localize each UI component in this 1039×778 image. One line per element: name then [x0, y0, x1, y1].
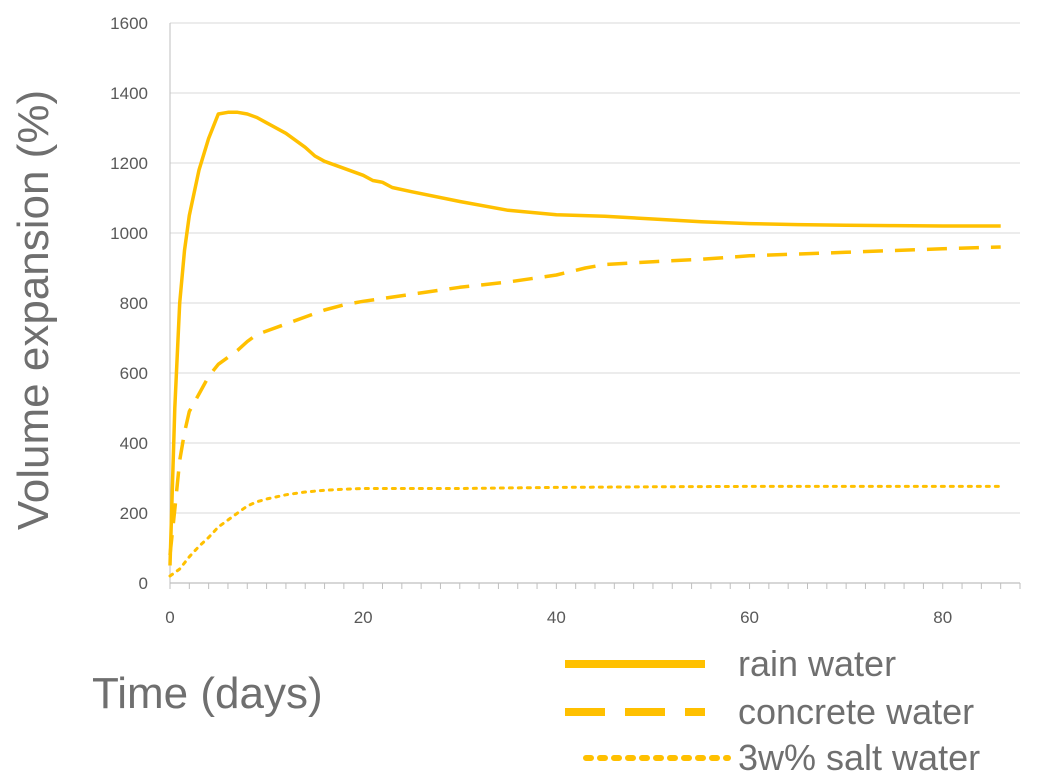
- series-line-dashed: [168, 245, 1001, 556]
- x-tick-label: 0: [165, 608, 174, 627]
- y-tick-label: 1000: [110, 224, 148, 243]
- x-tick-label: 80: [933, 608, 952, 627]
- y-tick-label: 200: [120, 504, 148, 523]
- y-tick-label: 1400: [110, 84, 148, 103]
- x-axis-label: Time (days): [92, 669, 323, 718]
- gridlines: [170, 22, 1020, 514]
- y-tick-label: 800: [120, 294, 148, 313]
- y-tick-label: 600: [120, 364, 148, 383]
- y-tick-label: 1200: [110, 154, 148, 173]
- axes: 0 200 400 600 800 1000 1200 1400 1600 0 20 40 60 80: [110, 14, 1021, 627]
- y-tick-label: 400: [120, 434, 148, 453]
- x-tick-label: 40: [547, 608, 566, 627]
- x-tick-label: 20: [354, 608, 373, 627]
- legend: rain water concrete water 3w% salt water: [565, 643, 980, 778]
- legend-label: concrete water: [738, 691, 974, 732]
- legend-label: rain water: [738, 643, 896, 684]
- y-tick-label: 0: [139, 574, 148, 593]
- plot-area: [168, 110, 1003, 578]
- y-tick-label: 1600: [110, 14, 148, 33]
- x-tick-label: 60: [740, 608, 759, 627]
- y-axis-label: Volume expansion (%): [9, 90, 58, 530]
- legend-label: 3w% salt water: [738, 737, 980, 778]
- series-line-solid: [168, 110, 1001, 566]
- series-line-dotted: [168, 484, 1003, 578]
